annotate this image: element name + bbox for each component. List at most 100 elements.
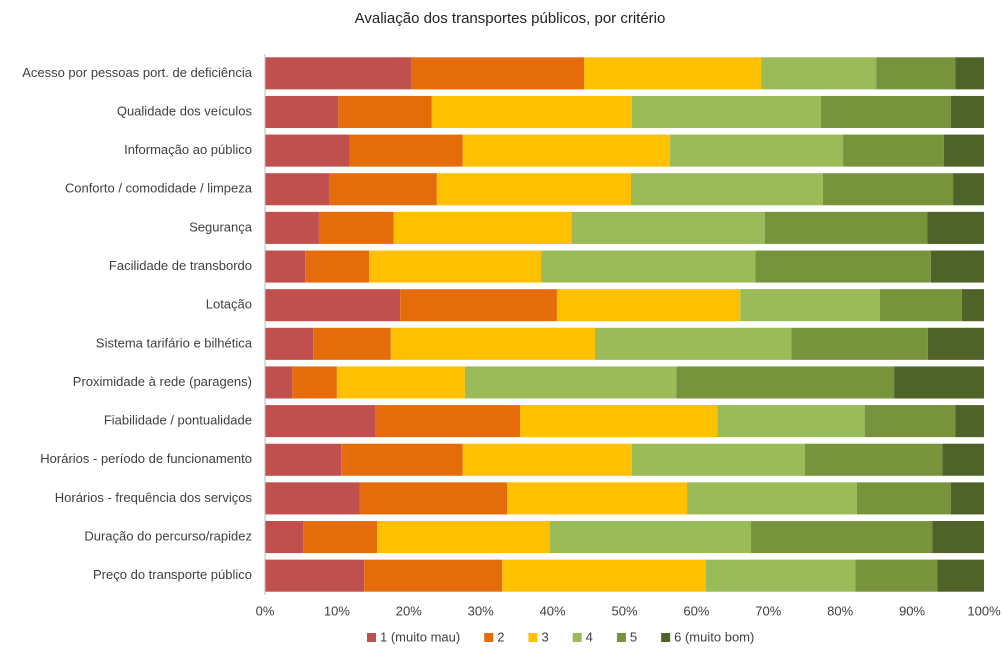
bar-segment [265, 559, 365, 592]
bar-segment [894, 366, 984, 399]
bar-segment [436, 173, 631, 206]
bar-segment [502, 559, 706, 592]
bar-segment [265, 405, 376, 438]
bar-segment [462, 134, 670, 167]
bar-segment [464, 366, 677, 399]
bar-segment [364, 559, 503, 592]
x-tick-label: 80% [827, 603, 853, 618]
legend-label: 1 (muito mau) [380, 629, 460, 644]
bar-segment [955, 405, 984, 438]
bar-segment [507, 482, 688, 515]
bar-segment [791, 327, 928, 360]
bar-segment [541, 250, 756, 283]
bar-segment [631, 443, 805, 476]
bar-segment [751, 520, 933, 554]
bar-segment [265, 327, 314, 360]
legend-label: 6 (muito bom) [674, 629, 754, 644]
x-tick-label: 90% [899, 603, 925, 618]
bar-segment [595, 327, 792, 360]
bar-segment [303, 520, 378, 554]
bar-segment [462, 443, 632, 476]
x-tick-label: 0% [256, 603, 275, 618]
bar-segment [676, 366, 895, 399]
bar-segment [265, 57, 411, 90]
y-tick-label: Preço do transporte público [93, 567, 252, 582]
bar-segment [942, 443, 984, 476]
bar-segment [359, 482, 508, 515]
bar-segment [556, 289, 741, 322]
bar-segment [955, 57, 984, 90]
bar-segment [932, 520, 984, 554]
legend-swatch [484, 633, 494, 642]
bar-segment [927, 211, 984, 244]
bar-segment [943, 134, 984, 167]
bar-segment [369, 250, 542, 283]
bar-segment [549, 520, 752, 554]
bar-segment [265, 443, 342, 476]
bar-segment [377, 520, 550, 554]
bar-segment [930, 250, 984, 283]
chart-title: Avaliação dos transportes públicos, por … [355, 10, 666, 27]
bar-segment [318, 211, 394, 244]
legend-label: 3 [541, 629, 548, 644]
bar-segment [937, 559, 984, 592]
bar-segment [953, 173, 984, 206]
bar-segment [876, 57, 956, 90]
y-tick-label: Lotação [206, 297, 252, 312]
bar-segment [265, 366, 293, 399]
x-tick-label: 50% [611, 603, 637, 618]
y-tick-label: Acesso por pessoas port. de deficiência [22, 65, 253, 80]
x-tick-label: 100% [967, 603, 1001, 618]
bar-segment [950, 95, 984, 129]
bar-segment [393, 211, 572, 244]
bar-segment [856, 482, 951, 515]
bar-segment [328, 173, 437, 206]
legend-swatch [616, 633, 626, 642]
bar-segment [265, 482, 360, 515]
bar-segment [822, 173, 954, 206]
y-tick-label: Conforto / comodidade / limpeza [65, 181, 253, 196]
x-tick-label: 10% [324, 603, 350, 618]
bar-segment [961, 289, 984, 322]
bar-segment [265, 95, 339, 129]
bar-segment [349, 134, 463, 167]
y-tick-label: Proximidade à rede (paragens) [73, 374, 252, 389]
legend-swatch [661, 633, 671, 642]
bar-segment [864, 405, 956, 438]
bar-segment [313, 327, 391, 360]
y-tick-label: Sistema tarifário e bilhética [96, 335, 253, 350]
bar-segment [336, 366, 465, 399]
y-tick-label: Segurança [189, 219, 253, 234]
bar-segment [390, 327, 596, 360]
bar-segment [410, 57, 585, 90]
bar-segment [687, 482, 857, 515]
legend-swatch [367, 633, 376, 642]
bar-segment [950, 482, 984, 515]
x-tick-label: 60% [683, 603, 709, 618]
bar-segment [338, 95, 432, 129]
y-tick-label: Duração do percurso/rapidez [84, 528, 252, 543]
bar-segment [843, 134, 944, 167]
y-tick-label: Informação ao público [124, 142, 252, 157]
bar-segment [265, 520, 304, 554]
bar-segment [804, 443, 943, 476]
y-tick-label: Fiabilidade / pontualidade [104, 413, 252, 428]
bar-segment [879, 289, 962, 322]
x-tick-label: 20% [396, 603, 422, 618]
bar-segment [571, 211, 765, 244]
bar-segment [630, 173, 823, 206]
legend-swatch [572, 633, 582, 642]
bar-segment [761, 57, 877, 90]
bar-segment [341, 443, 463, 476]
bar-segment [927, 327, 984, 360]
bar-segment [375, 405, 521, 438]
legend-label: 2 [497, 629, 504, 644]
legend-label: 5 [630, 629, 637, 644]
bar-segment [717, 405, 865, 438]
y-tick-label: Horários - período de funcionamento [40, 451, 252, 466]
y-tick-label: Qualidade dos veículos [117, 103, 253, 118]
y-tick-label: Horários - frequência dos serviços [55, 490, 253, 505]
bar-segment [305, 250, 370, 283]
bar-segment [292, 366, 337, 399]
